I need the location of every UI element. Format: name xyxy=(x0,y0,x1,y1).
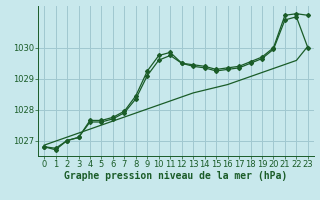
X-axis label: Graphe pression niveau de la mer (hPa): Graphe pression niveau de la mer (hPa) xyxy=(64,171,288,181)
